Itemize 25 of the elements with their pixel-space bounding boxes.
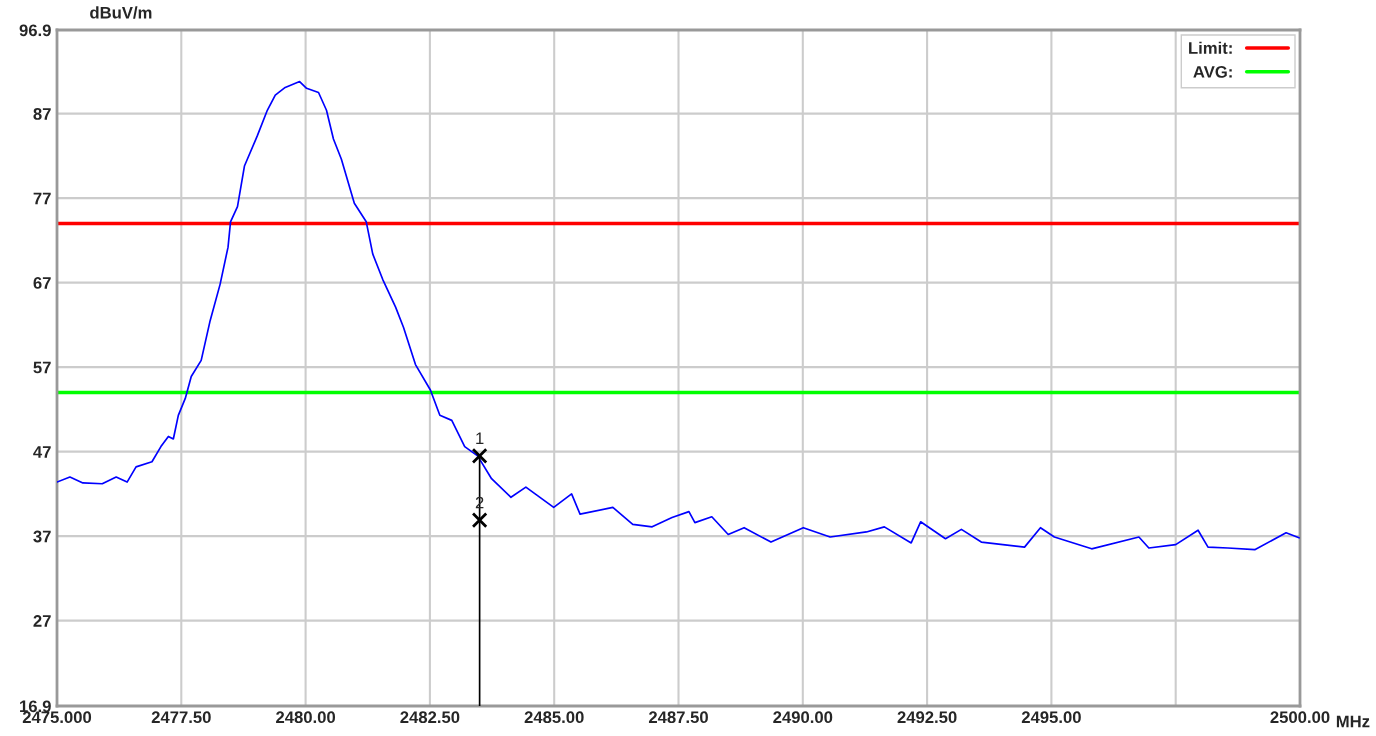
y-tick-label: 27 — [33, 615, 51, 627]
y-tick-label: 37 — [33, 530, 51, 543]
y-tick-label: 67 — [33, 277, 51, 289]
y-axis-title: dBuV/m — [90, 6, 152, 19]
y-tick-label: 47 — [33, 446, 51, 458]
annotation: 1 — [476, 432, 484, 445]
x-tick-label: 2485.00 — [524, 711, 584, 724]
x-tick-label: 2477.50 — [151, 711, 211, 724]
x-tick-label: 2490.00 — [773, 711, 833, 724]
y-tick-label: 77 — [33, 192, 51, 205]
x-tick-label: 2482.50 — [400, 711, 460, 724]
legend-label: Limit: — [1189, 41, 1232, 54]
y-tick-label: 57 — [33, 361, 51, 374]
x-tick-label: 2487.50 — [648, 711, 708, 724]
x-tick-label: 2495.00 — [1021, 711, 1081, 724]
y-tick-label: 96.9 — [19, 24, 51, 37]
x-axis-title: MHz — [1336, 715, 1370, 728]
x-tick-label: 2500.00 — [1270, 711, 1330, 724]
line-series — [57, 80, 1300, 551]
x-tick-label: 2492.50 — [897, 711, 957, 724]
legend-label: AVG: — [1193, 65, 1232, 78]
y-tick-label: 16.9 — [20, 700, 51, 713]
y-tick-label: 87 — [33, 108, 51, 120]
x-tick-label: 2480.00 — [276, 711, 336, 724]
x-tick-label: 2475.000 — [22, 711, 92, 724]
